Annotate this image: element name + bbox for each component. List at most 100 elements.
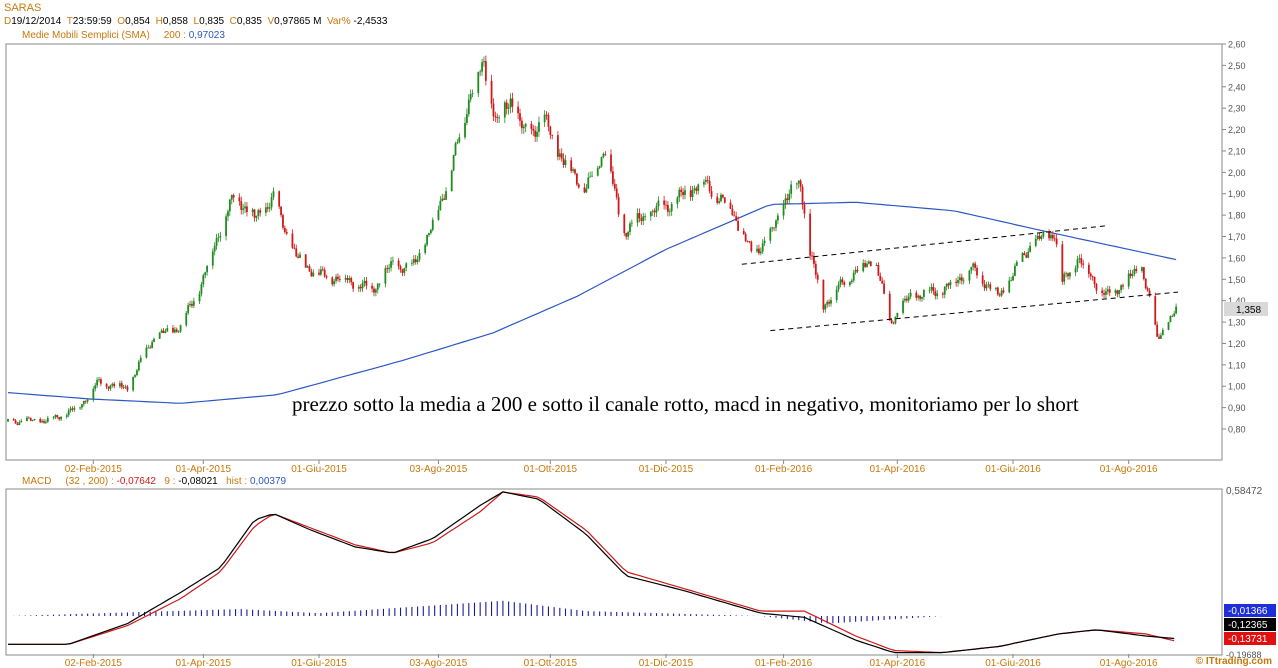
y-tick-label: 2,60: [1228, 40, 1246, 50]
candle-body: [775, 220, 777, 228]
macd-x-axis: 02-Feb-2015 01-Apr-2015 01-Giu-2015 03-Ago-…: [65, 654, 1158, 668]
candle-body: [623, 214, 626, 234]
candle-body: [538, 122, 540, 132]
candle-body: [390, 261, 392, 268]
candle-body: [18, 422, 21, 426]
candle-body: [96, 379, 99, 386]
candle-body: [1042, 231, 1045, 237]
candle-body: [835, 289, 838, 301]
candle-body: [668, 211, 671, 213]
candle-body: [452, 155, 455, 171]
candle-body: [335, 276, 337, 281]
y-tick-label: 1,50: [1228, 275, 1246, 285]
candle-body: [577, 184, 580, 188]
candle-body: [1021, 253, 1024, 262]
candle-body: [350, 278, 353, 283]
candle-body: [496, 117, 499, 118]
candle-body: [917, 295, 920, 298]
candle-body: [1169, 316, 1172, 323]
candle-body: [976, 267, 978, 276]
candle-body: [257, 210, 260, 216]
candle-body: [695, 188, 698, 191]
candle-body: [1142, 267, 1145, 279]
hist-tag-bg: [1224, 604, 1276, 617]
trend-line: [741, 225, 1106, 265]
candle-body: [814, 263, 817, 275]
candle-body: [1127, 273, 1130, 287]
candle-body: [230, 194, 233, 200]
candle-body: [465, 114, 468, 123]
candle-body: [879, 275, 882, 281]
candle-body: [177, 331, 180, 333]
candle-body: [98, 379, 100, 381]
candle-body: [1101, 290, 1104, 294]
candle-body: [1144, 278, 1147, 289]
candle-body: [640, 218, 643, 221]
candle-body: [418, 252, 421, 260]
candle-body: [1069, 272, 1071, 277]
chart-annotation: prezzo sotto la media a 200 e sotto il c…: [292, 392, 1079, 416]
candle-body: [242, 208, 245, 210]
candle-body: [830, 300, 832, 304]
candle-body: [308, 266, 311, 272]
candle-body: [43, 420, 45, 423]
candle-body: [1034, 238, 1037, 246]
hist-tag-text: -0,01366: [1228, 606, 1268, 617]
candle-body: [227, 211, 229, 217]
candle-body: [680, 189, 683, 193]
candle-body: [811, 255, 813, 257]
candle-body: [1175, 306, 1178, 314]
trend-line: [770, 291, 1179, 332]
candle-body: [1002, 290, 1005, 293]
signal-tag-bg: [1224, 632, 1276, 645]
candle-body: [217, 237, 220, 239]
candle-body: [467, 99, 470, 115]
candle-body: [1087, 264, 1090, 274]
candle-body: [854, 269, 857, 273]
candle-body: [39, 419, 42, 423]
candle-body: [1015, 261, 1018, 266]
candle-body: [826, 301, 829, 305]
candle-body: [572, 169, 574, 171]
chart-title: SARAS: [4, 2, 42, 14]
candle-body: [100, 379, 102, 384]
candle-body: [134, 375, 136, 377]
candle-body: [153, 338, 155, 342]
candle-body: [352, 282, 355, 289]
candle-body: [665, 204, 667, 206]
x-tick-label: 01-Apr-2015: [176, 464, 232, 475]
x-tick-label: 02-Feb-2015: [65, 464, 123, 475]
candle-body: [759, 251, 762, 254]
candle-body: [943, 286, 946, 295]
candle-body: [282, 215, 284, 228]
candle-body: [388, 267, 391, 270]
candle-body: [1053, 238, 1056, 240]
candle-body: [139, 357, 142, 362]
y-tick-label: 1,40: [1228, 296, 1246, 306]
candle-body: [1025, 255, 1028, 258]
candle-body: [437, 210, 440, 220]
ohlc-readout: D19/12/2014 T23:59:59 O0,854 H0,858 L0,8…: [4, 16, 387, 27]
candle-body: [293, 247, 296, 249]
candle-body: [562, 158, 565, 165]
candle-body: [285, 232, 288, 234]
candle-body: [763, 240, 766, 244]
x-tick-label: 01-Dic-2015: [639, 464, 694, 475]
candle-body: [517, 106, 519, 114]
high-value: 0,858: [162, 16, 188, 27]
volume-label: V: [267, 16, 275, 27]
macd-value-tags: 0,58472 -0,01366 -0,12365 -0,13731 -0,19…: [1224, 486, 1276, 660]
candle-body: [598, 166, 601, 169]
candle-body: [361, 283, 364, 289]
candle-body: [1078, 258, 1081, 260]
candle-body: [29, 418, 32, 421]
candle-body: [1063, 273, 1066, 282]
last-price-tag-text: 1,358: [1236, 305, 1261, 316]
candle-body: [689, 190, 692, 198]
candle-body: [270, 197, 273, 208]
candle-body: [20, 420, 23, 423]
candle-body: [536, 131, 538, 137]
candle-body: [1161, 329, 1164, 336]
candle-body: [604, 153, 607, 155]
